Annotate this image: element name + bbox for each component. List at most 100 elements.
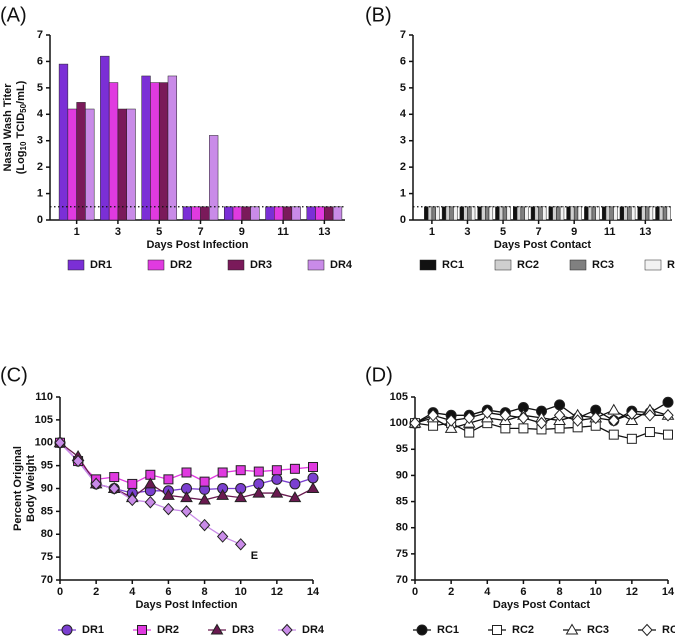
bar [470,206,476,221]
marker [127,478,138,489]
bar [530,206,536,221]
x-tick-label: 7 [197,226,203,238]
y-tick-label: 85 [396,495,408,507]
marker [270,486,284,498]
label-part: Body Weight [25,455,37,522]
bar [241,206,251,221]
marker [464,427,475,438]
bar [641,206,646,221]
label-part: Nasal Wash Titer [2,83,14,172]
bar [445,206,450,221]
marker [180,505,193,518]
bar [481,206,486,221]
marker [216,530,229,543]
marker [234,491,248,503]
bar [573,206,579,221]
bar [209,135,219,221]
y-tick-label: 3 [400,135,406,147]
panel-label: (D) [365,364,393,386]
y-tick-label: 75 [41,551,53,563]
bar [449,206,454,221]
y-tick-label: 100 [35,437,53,449]
marker [271,473,283,485]
bar [538,206,543,221]
marker [644,427,655,438]
panel-label: (A) [0,4,27,26]
x-axis-label: Days Post Infection [135,599,237,611]
y-tick-label: 75 [396,548,408,560]
marker [607,403,621,415]
x-tick-label: 5 [500,226,506,238]
panel-label: (C) [0,364,28,386]
x-tick-label: 11 [277,226,289,238]
y-tick-label: 95 [41,460,53,472]
marker [217,467,228,478]
x-tick-label: 3 [115,226,121,238]
label-part: TCID [15,113,27,142]
bar [485,206,490,221]
bar [274,206,284,221]
y-tick-label: 80 [396,522,408,534]
y-tick-label: 90 [41,482,53,494]
marker [144,495,157,509]
legend-label: RC1 [437,624,459,636]
legend-label: RC3 [592,259,614,271]
marker [500,423,511,434]
marker [216,488,230,500]
bar [141,75,151,221]
bar [85,108,95,221]
legend-swatch [147,259,165,271]
x-tick-label: 12 [271,586,283,598]
marker [198,493,211,505]
bar [108,82,119,221]
marker [444,421,458,433]
y-axis-label: Body Weight [25,455,37,522]
bar [613,206,618,221]
bar [666,206,671,221]
x-tick-label: 10 [590,586,602,598]
marker [565,623,579,635]
y-tick-label: 6 [400,55,406,67]
bar [591,206,596,221]
marker [409,416,421,430]
legend-swatch [307,259,325,271]
x-tick-label: 12 [626,586,638,598]
y-tick-label: 2 [37,161,43,173]
bar [200,206,210,221]
bar [524,206,529,221]
bar [58,63,69,221]
x-tick-label: 7 [536,226,542,238]
bar [556,206,561,221]
bar [648,206,654,221]
y-tick-label: 90 [396,469,408,481]
y-tick-label: 70 [396,574,408,586]
y-tick-label: 4 [400,108,407,120]
marker [61,624,73,636]
bar [459,206,464,221]
y-tick-label: 70 [41,574,53,586]
label-part: Percent Original [12,446,24,531]
bar [520,206,525,221]
bar [506,206,511,221]
bar [495,206,500,221]
y-tick-label: 2 [400,161,406,173]
marker [416,624,428,636]
bar [542,206,547,221]
marker [626,407,638,420]
bar [100,55,110,221]
x-axis-label: Days Post Contact [493,599,591,611]
bar [332,206,343,221]
bar [453,206,458,221]
bar [601,206,607,221]
x-tick-label: 9 [239,226,245,238]
y-tick-label: 3 [37,135,43,147]
bar [76,102,86,221]
legend-label: DR1 [90,259,112,271]
bar [435,206,440,221]
y-tick-label: 6 [37,55,43,67]
marker [641,623,653,637]
marker [210,623,224,635]
marker [235,465,246,476]
bar [463,206,468,221]
